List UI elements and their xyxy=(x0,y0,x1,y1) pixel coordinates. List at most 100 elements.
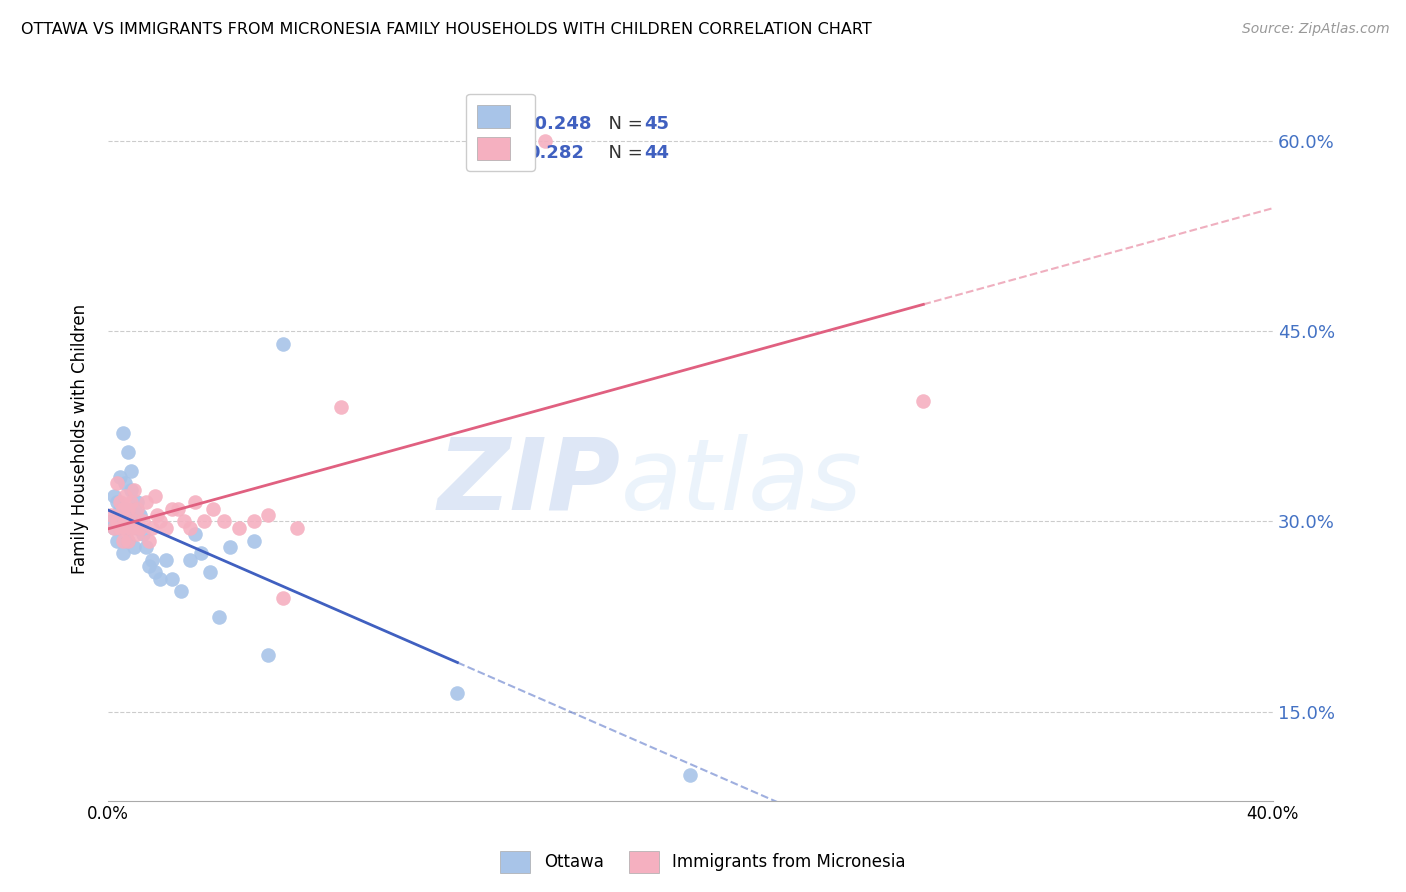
Text: 0.282: 0.282 xyxy=(527,145,585,162)
Point xyxy=(108,501,131,516)
Point xyxy=(105,515,128,529)
Point xyxy=(111,501,134,516)
Point xyxy=(141,521,163,535)
Point xyxy=(103,521,125,535)
Legend: , : , xyxy=(467,94,536,170)
Point xyxy=(184,527,207,541)
Point xyxy=(242,515,264,529)
Point xyxy=(179,552,201,566)
Point xyxy=(143,489,166,503)
Text: N =: N = xyxy=(598,145,648,162)
Point xyxy=(129,508,152,523)
Point xyxy=(160,572,183,586)
Point xyxy=(120,495,142,509)
Point xyxy=(170,584,193,599)
Point xyxy=(111,533,134,548)
Point xyxy=(149,572,172,586)
Text: R =: R = xyxy=(475,115,515,134)
Point xyxy=(117,533,139,548)
Point xyxy=(912,394,935,409)
Point xyxy=(108,521,131,535)
Point xyxy=(111,515,134,529)
Point xyxy=(114,521,136,535)
Point xyxy=(132,527,155,541)
Point xyxy=(257,648,280,662)
Point xyxy=(184,495,207,509)
Point xyxy=(103,521,125,535)
Point xyxy=(122,540,145,554)
Text: N =: N = xyxy=(598,115,648,134)
Y-axis label: Family Households with Children: Family Households with Children xyxy=(72,304,89,574)
Point xyxy=(132,515,155,529)
Point xyxy=(114,501,136,516)
Point xyxy=(149,515,172,529)
Point xyxy=(193,515,215,529)
Point xyxy=(127,527,149,541)
Text: R =: R = xyxy=(475,145,520,162)
Point xyxy=(190,546,212,560)
Point xyxy=(179,521,201,535)
Point xyxy=(138,533,160,548)
Text: Source: ZipAtlas.com: Source: ZipAtlas.com xyxy=(1241,22,1389,37)
Point xyxy=(111,546,134,560)
Point xyxy=(214,515,236,529)
Point xyxy=(117,533,139,548)
Point xyxy=(105,495,128,509)
Point xyxy=(108,495,131,509)
Point xyxy=(155,521,177,535)
Point xyxy=(120,483,142,497)
Point xyxy=(138,558,160,573)
Point xyxy=(111,425,134,440)
Point xyxy=(114,476,136,491)
Text: 44: 44 xyxy=(644,145,669,162)
Text: -0.248: -0.248 xyxy=(527,115,592,134)
Point xyxy=(127,495,149,509)
Point xyxy=(114,521,136,535)
Point xyxy=(117,515,139,529)
Point xyxy=(127,501,149,516)
Point xyxy=(120,521,142,535)
Point xyxy=(103,489,125,503)
Point xyxy=(271,337,294,351)
Point xyxy=(446,686,468,700)
Point xyxy=(114,515,136,529)
Point xyxy=(329,401,352,415)
Point xyxy=(122,515,145,529)
Point xyxy=(141,552,163,566)
Point xyxy=(100,508,122,523)
Point xyxy=(167,501,190,516)
Point xyxy=(201,501,224,516)
Point xyxy=(679,768,702,782)
Point xyxy=(198,566,221,580)
Point xyxy=(285,521,308,535)
Point xyxy=(271,591,294,605)
Point xyxy=(100,515,122,529)
Point xyxy=(242,533,264,548)
Point xyxy=(135,540,157,554)
Point xyxy=(117,501,139,516)
Point xyxy=(146,508,169,523)
Point xyxy=(122,483,145,497)
Point xyxy=(108,470,131,484)
Point xyxy=(127,521,149,535)
Text: atlas: atlas xyxy=(620,434,862,531)
Point xyxy=(108,521,131,535)
Text: 45: 45 xyxy=(644,115,669,134)
Point xyxy=(105,476,128,491)
Text: ZIP: ZIP xyxy=(437,434,620,531)
Point xyxy=(117,444,139,458)
Point xyxy=(219,540,242,554)
Point xyxy=(228,521,250,535)
Point xyxy=(533,134,555,148)
Point xyxy=(105,533,128,548)
Point xyxy=(129,521,152,535)
Point xyxy=(122,508,145,523)
Point xyxy=(160,501,183,516)
Point xyxy=(114,489,136,503)
Legend: Ottawa, Immigrants from Micronesia: Ottawa, Immigrants from Micronesia xyxy=(494,845,912,880)
Point xyxy=(208,609,231,624)
Point xyxy=(143,566,166,580)
Text: OTTAWA VS IMMIGRANTS FROM MICRONESIA FAMILY HOUSEHOLDS WITH CHILDREN CORRELATION: OTTAWA VS IMMIGRANTS FROM MICRONESIA FAM… xyxy=(21,22,872,37)
Point xyxy=(155,552,177,566)
Point xyxy=(120,464,142,478)
